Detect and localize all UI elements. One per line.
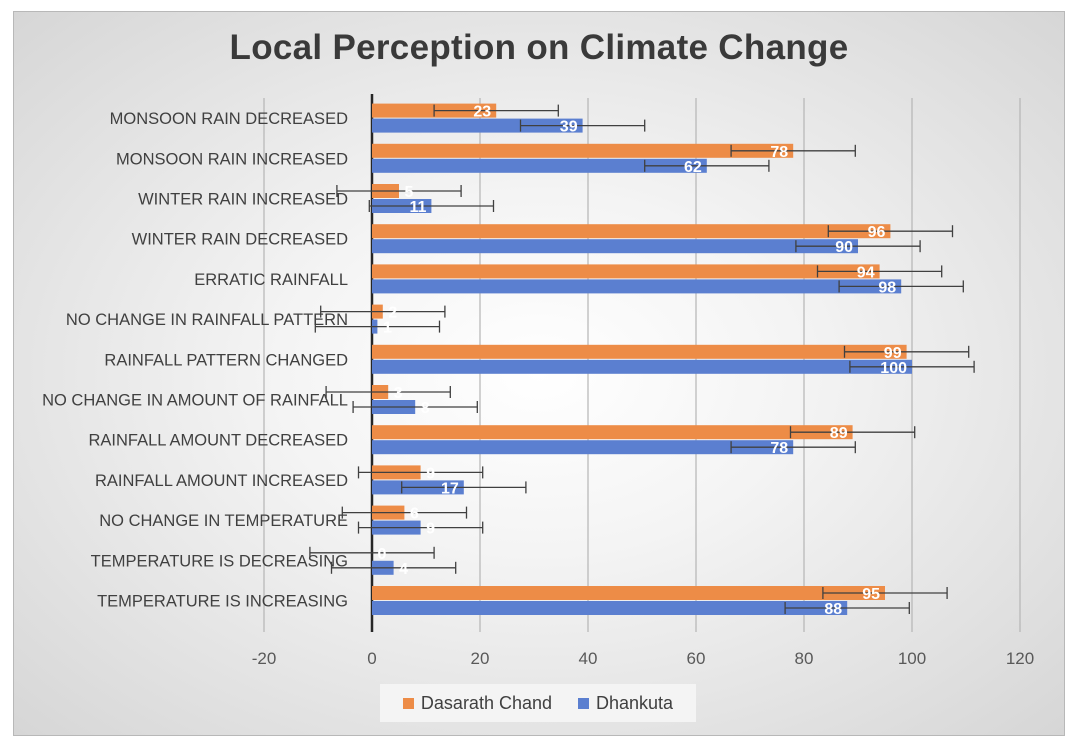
data-label-dhankuta-temperature-is-increasing: 88 [824, 601, 842, 618]
bars [372, 103, 912, 615]
category-label-no-change-in-amount-of-rainfall: NO CHANGE IN AMOUNT OF RAINFALL [42, 392, 348, 410]
legend-label-dhankuta: Dhankuta [596, 692, 674, 713]
chart-title: Local Perception on Climate Change [229, 28, 849, 67]
bar-dhankuta-erratic-rainfall [372, 279, 902, 294]
bar-dhankuta-rainfall-pattern-changed [372, 359, 912, 374]
category-label-monsoon-rain-decreased: MONSOON RAIN DECREASED [110, 110, 348, 128]
bar-dasarath-chand-winter-rain-decreased [372, 224, 891, 239]
category-labels: MONSOON RAIN DECREASED MONSOON RAIN INCRE… [42, 110, 348, 610]
category-label-rainfall-pattern-changed: RAINFALL PATTERN CHANGED [104, 351, 348, 369]
category-label-rainfall-amount-increased: RAINFALL AMOUNT INCREASED [95, 472, 348, 490]
x-tick-label-20: -20 [252, 649, 277, 668]
data-label-dhankuta-winter-rain-decreased: 90 [835, 239, 853, 256]
data-label-dhankuta-winter-rain-increased: 11 [409, 199, 426, 216]
data-label-dasarath-chand-temperature-is-increasing: 95 [862, 586, 880, 603]
data-label-dhankuta-no-change-in-temperature: 9 [426, 521, 435, 538]
category-label-erratic-rainfall: ERRATIC RAINFALL [194, 271, 348, 289]
data-label-dasarath-chand-no-change-in-rainfall-pattern: 2 [388, 305, 397, 322]
bar-dhankuta-monsoon-rain-decreased [372, 118, 583, 133]
category-label-no-change-in-temperature: NO CHANGE IN TEMPERATURE [99, 512, 348, 530]
data-label-dasarath-chand-no-change-in-amount-of-rainfall: 3 [394, 385, 403, 402]
bar-dasarath-chand-rainfall-pattern-changed [372, 344, 907, 359]
bar-dasarath-chand-erratic-rainfall [372, 264, 880, 279]
category-label-temperature-is-increasing: TEMPERATURE IS INCREASING [97, 593, 348, 611]
data-label-dasarath-chand-temperature-is-decreasing: 0 [378, 546, 387, 563]
category-label-winter-rain-decreased: WINTER RAIN DECREASED [132, 231, 348, 249]
category-label-winter-rain-increased: WINTER RAIN INCREASED [138, 191, 348, 209]
data-label-dhankuta-rainfall-amount-increased: 17 [441, 480, 459, 497]
data-label-dasarath-chand-monsoon-rain-decreased: 23 [473, 104, 491, 121]
legend-item-dhankuta: Dhankuta [578, 693, 673, 714]
legend-swatch-dhankuta [578, 697, 590, 709]
x-tick-label-100: 100 [898, 649, 926, 668]
data-label-dasarath-chand-winter-rain-decreased: 96 [868, 224, 886, 241]
x-tick-label-0: 0 [367, 649, 376, 668]
data-label-dhankuta-monsoon-rain-decreased: 39 [560, 119, 578, 136]
legend: Dasarath Chand Dhankuta [380, 684, 696, 722]
data-label-dhankuta-no-change-in-amount-of-rainfall: 8 [421, 400, 430, 417]
data-label-dhankuta-erratic-rainfall: 98 [878, 279, 896, 296]
data-label-dhankuta-rainfall-pattern-changed: 100 [880, 360, 907, 377]
bar-dhankuta-winter-rain-decreased [372, 239, 858, 254]
data-label-dasarath-chand-monsoon-rain-increased: 78 [770, 144, 788, 161]
data-label-dhankuta-rainfall-amount-decreased: 78 [770, 440, 788, 457]
data-label-dasarath-chand-rainfall-amount-increased: 9 [426, 465, 435, 482]
data-labels: 2339786251196909498219910038897891769049… [378, 104, 908, 618]
data-label-dasarath-chand-no-change-in-temperature: 6 [410, 506, 419, 523]
bar-dhankuta-rainfall-amount-decreased [372, 440, 794, 455]
data-label-dhankuta-no-change-in-rainfall-pattern: 1 [383, 320, 392, 337]
bar-dasarath-chand-rainfall-amount-decreased [372, 425, 853, 440]
data-label-dhankuta-monsoon-rain-increased: 62 [684, 159, 702, 176]
bar-dhankuta-temperature-is-increasing [372, 601, 848, 615]
x-tick-label-60: 60 [687, 649, 706, 668]
category-label-rainfall-amount-decreased: RAINFALL AMOUNT DECREASED [89, 432, 349, 450]
legend-label-dasarath-chand: Dasarath Chand [420, 692, 553, 713]
category-label-temperature-is-decreasing: TEMPERATURE IS DECREASING [91, 552, 348, 570]
bar-dasarath-chand-temperature-is-increasing [372, 586, 885, 600]
x-axis-tick-labels: -20 0 20 40 60 80 100 120 [252, 649, 1034, 668]
bar-dhankuta-monsoon-rain-increased [372, 158, 707, 173]
data-label-dasarath-chand-winter-rain-increased: 5 [405, 184, 414, 201]
category-label-monsoon-rain-increased: MONSOON RAIN INCREASED [116, 150, 348, 168]
x-tick-label-20: 20 [471, 649, 490, 668]
legend-item-dasarath-chand: Dasarath Chand [402, 692, 553, 714]
x-tick-label-40: 40 [579, 649, 598, 668]
x-tick-label-80: 80 [795, 649, 814, 668]
legend-swatch-dasarath-chand [402, 697, 414, 709]
bar-dasarath-chand-monsoon-rain-increased [372, 143, 794, 158]
data-label-dasarath-chand-rainfall-amount-decreased: 89 [830, 425, 848, 442]
category-label-no-change-in-rainfall-pattern: NO CHANGE IN RAINFALL PATTERN [66, 311, 348, 329]
x-tick-label-120: 120 [1006, 649, 1034, 668]
data-label-dasarath-chand-rainfall-pattern-changed: 99 [884, 345, 902, 362]
data-label-dhankuta-temperature-is-decreasing: 4 [399, 561, 408, 578]
data-label-dasarath-chand-erratic-rainfall: 94 [857, 264, 875, 281]
error-bars [309, 104, 975, 614]
